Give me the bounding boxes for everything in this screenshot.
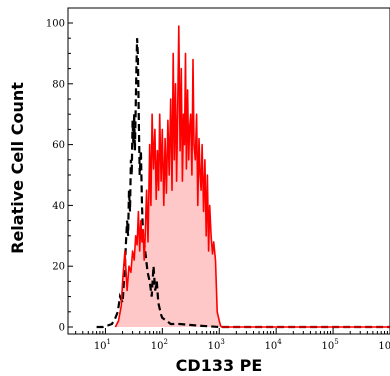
- y-axis: 0 20 40 60 80 100: [46, 19, 73, 334]
- x-tick-label: 106: [378, 338, 390, 352]
- x-tick-label: 105: [321, 338, 338, 352]
- x-axis: 101 102 103 104 105 106: [75, 328, 390, 352]
- plot-area: 0 20 40 60 80 100 101 102 103 104 105 106: [46, 7, 390, 352]
- y-tick-label: 80: [52, 79, 65, 90]
- x-tick-label: 102: [151, 338, 168, 352]
- series-line-dashed: [96, 38, 390, 329]
- x-tick-label: 104: [265, 338, 283, 352]
- x-tick-label: 103: [208, 338, 225, 352]
- series-line-solid: [114, 25, 390, 328]
- y-tick-label: 100: [46, 19, 65, 30]
- series-layer: [96, 25, 390, 329]
- x-axis-title: CD133 PE: [176, 356, 263, 375]
- plot-frame: [67, 7, 390, 335]
- series-area-fill: [115, 26, 390, 327]
- y-tick-label: 20: [52, 262, 65, 273]
- y-tick-label: 0: [59, 323, 65, 334]
- y-axis-title: Relative Cell Count: [8, 82, 27, 254]
- y-tick-label: 40: [52, 201, 65, 212]
- x-tick-label: 101: [94, 338, 111, 352]
- y-tick-label: 60: [52, 140, 65, 151]
